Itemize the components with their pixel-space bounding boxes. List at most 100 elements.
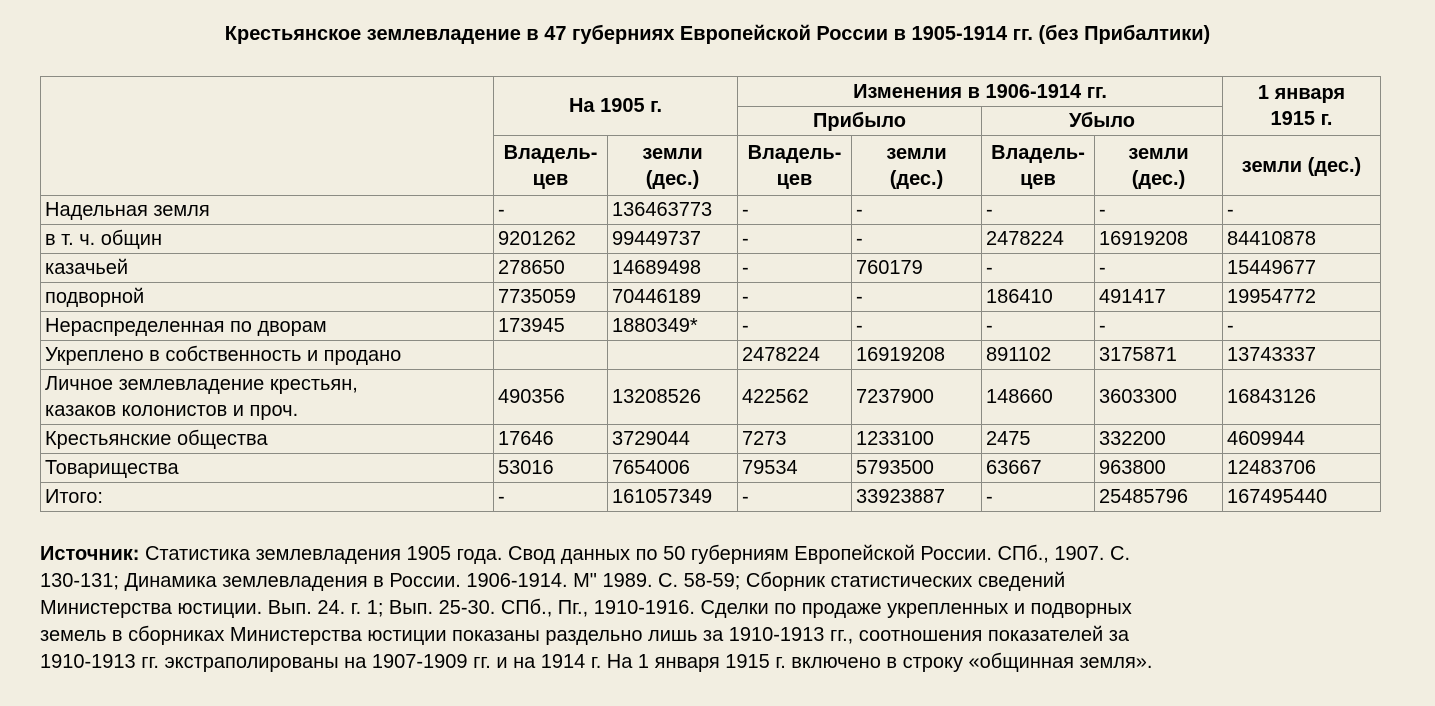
table-cell: - [851,224,982,254]
table-cell: 186410 [981,282,1095,312]
table-cell: 33923887 [851,482,982,512]
table-cell: - [981,253,1095,283]
row-label: подворной [40,282,494,312]
corner-cell [40,76,494,196]
table-cell: - [1094,195,1223,225]
table-row: в т. ч. общин 9201262 99449737- -2478224 169… [40,224,1381,254]
table-cell: - [737,195,852,225]
header-gained: Прибыло [737,106,982,136]
table-cell: 2475 [981,424,1095,454]
table-cell: 136463773 [607,195,738,225]
row-label: Надельная земля [40,195,494,225]
land-line2: (дес.) [645,167,700,190]
header-land-gained: земли (дес.) [851,135,982,196]
table-cell: 7654006 [607,453,738,483]
owners-line2: цев [532,167,569,190]
table-cell: 99449737 [607,224,738,254]
owners-line1: Владель- [503,141,598,164]
table-row: Нераспределенная по дворам 173945 1880349*… [40,311,1381,341]
table-cell: 173945 [493,311,608,341]
header-on-1905: На 1905 г. [493,76,738,136]
source-line: земель в сборниках Министерства юстиции … [40,624,1130,646]
table-cell: 161057349 [607,482,738,512]
table-cell: - [737,482,852,512]
header-lost: Убыло [981,106,1223,136]
owners-line1: Владель- [747,141,842,164]
table-cell: 84410878 [1222,224,1381,254]
table-cell: 19954772 [1222,282,1381,312]
table-cell: - [981,482,1095,512]
table-cell: 17646 [493,424,608,454]
table-row: казачьей 278650 14689498-760179- -15449677 [40,253,1381,283]
table-cell: - [493,195,608,225]
table-cell: - [737,253,852,283]
row-label: Крестьянские общества [40,424,494,454]
land-ownership-table: На 1905 г. Изменения в 1906-1914 гг. 1 я… [40,76,1381,512]
header-owners-1905: Владель- цев [493,135,608,196]
table-cell: 13208526 [607,369,738,425]
source-line: Источник: Статистика землевладения 1905 … [40,541,1400,568]
table-cell: - [1094,253,1223,283]
table-cell: 63667 [981,453,1095,483]
land-line1: земли [886,141,947,164]
table-cell: 3175871 [1094,340,1223,370]
owners-line2: цев [776,167,813,190]
table-cell: 1880349* [607,311,738,341]
owners-line1: Владель- [991,141,1085,164]
source-line: 1910-1913 гг. экстраполированы на 1907-1… [40,651,1153,673]
header-land-1905: земли (дес.) [607,135,738,196]
table-cell: 760179 [851,253,982,283]
table-cell: 16919208 [1094,224,1223,254]
table-cell: 16919208 [851,340,982,370]
header-land-lost: земли (дес.) [1094,135,1223,196]
table-cell: 14689498 [607,253,738,283]
header-owners-gained: Владель- цев [737,135,852,196]
table-row: Итого: -161057349-33923887-25485796 167495… [40,482,1381,512]
table-cell: - [981,195,1095,225]
table-cell: 491417 [1094,282,1223,312]
table-cell: 2478224 [737,340,852,370]
table-cell: 490356 [493,369,608,425]
header-jan-1915: 1 января 1915 г. [1222,76,1381,136]
page-title: Крестьянское землевладение в 47 губерния… [224,23,1211,45]
table-cell: 3729044 [607,424,738,454]
table-cell: 7735059 [493,282,608,312]
row-label: Личное землевладение крестьян, казаков к… [40,369,494,425]
source-label: Источник: [40,543,140,565]
table-cell: 4609944 [1222,424,1381,454]
table-cell: - [851,282,982,312]
table-cell: 2478224 [981,224,1095,254]
table-cell: 167495440 [1222,482,1381,512]
table-cell: 332200 [1094,424,1223,454]
table-cell: 7273 [737,424,852,454]
row-label: Итого: [40,482,494,512]
table-cell: 70446189 [607,282,738,312]
row-label: в т. ч. общин [40,224,494,254]
table-cell: 13743337 [1222,340,1381,370]
table-cell: 5793500 [851,453,982,483]
land-line1: земли [642,141,703,164]
table-cell: - [737,311,852,341]
land-line1: земли [1128,141,1189,164]
source-line: 130-131; Динамика землевладения в России… [40,570,1066,592]
source-line: Министерства юстиции. Вып. 24. г. 1; Вып… [40,597,1132,619]
table-cell: 963800 [1094,453,1223,483]
row-label: Нераспределенная по дворам [40,311,494,341]
table-cell: - [851,311,982,341]
row-label: казачьей [40,253,494,283]
table-cell: 1233100 [851,424,982,454]
table-cell: - [851,195,982,225]
table-cell: 891102 [981,340,1095,370]
table-cell: - [737,224,852,254]
source-note: Источник: Статистика землевладения 1905 … [40,541,1400,676]
header-owners-lost: Владель- цев [981,135,1095,196]
table-cell: 53016 [493,453,608,483]
table-cell: 9201262 [493,224,608,254]
land-line2: (дес.) [1131,167,1186,190]
table-row: Личное землевладение крестьян, казаков к… [40,369,1381,425]
table-cell: 422562 [737,369,852,425]
table-cell [607,340,738,370]
header-changes-1906-1914: Изменения в 1906-1914 гг. [737,76,1223,107]
table-cell: - [1222,195,1381,225]
table-row: подворной 7735059 70446189- -186410 491417 19… [40,282,1381,312]
